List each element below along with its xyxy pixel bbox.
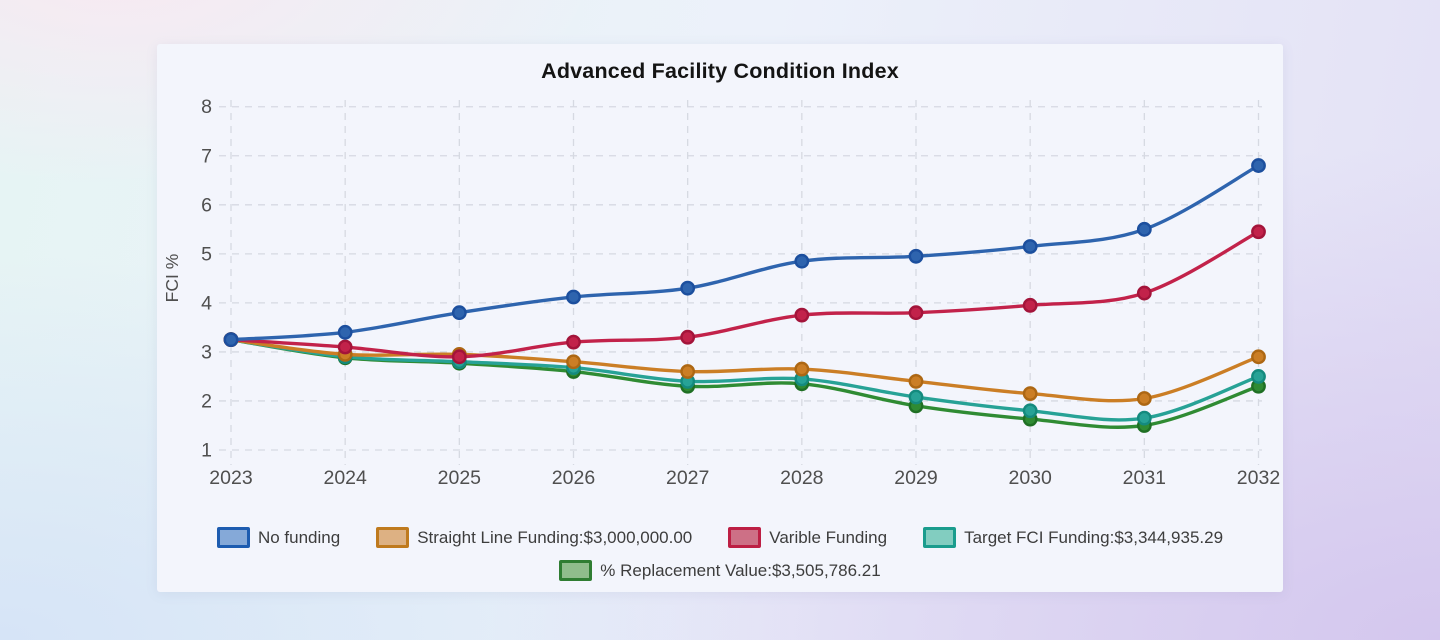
data-point[interactable] bbox=[223, 332, 239, 348]
series-line bbox=[229, 163, 1261, 342]
legend-item[interactable]: No funding bbox=[216, 527, 341, 548]
data-point[interactable] bbox=[1251, 224, 1266, 240]
data-point[interactable] bbox=[794, 253, 810, 269]
x-axis-tick-label: 2030 bbox=[1008, 467, 1052, 489]
data-point[interactable] bbox=[908, 305, 924, 321]
legend-swatch-icon bbox=[376, 527, 410, 548]
data-point[interactable] bbox=[1136, 285, 1152, 301]
y-axis-tick-label: 5 bbox=[201, 243, 212, 265]
chart-canvas[interactable]: 2023 2024 2025 2026 2027 2028 2029 2030 2031 2032… bbox=[157, 44, 1283, 592]
y-axis-tick-label: 2 bbox=[201, 390, 212, 412]
chart-card: Advanced Facility Condition Index 2023 20… bbox=[157, 44, 1283, 592]
chart-title: Advanced Facility Condition Index bbox=[541, 59, 899, 83]
y-axis-tick-label: 1 bbox=[201, 440, 212, 462]
data-point[interactable] bbox=[794, 361, 810, 377]
legend-item[interactable]: Target FCI Funding:$3,344,935.29 bbox=[923, 527, 1223, 548]
x-axis-tick-label: 2025 bbox=[438, 467, 482, 489]
legend-label: Target FCI Funding:$3,344,935.29 bbox=[964, 527, 1224, 547]
x-axis-tick-label: 2032 bbox=[1237, 467, 1280, 489]
x-axis-tick-label: 2026 bbox=[552, 467, 595, 489]
series-line bbox=[229, 337, 1261, 403]
y-axis-tick-label: 6 bbox=[201, 194, 212, 216]
y-axis-tick-label: 7 bbox=[201, 145, 212, 167]
legend-label: Varible Funding bbox=[769, 527, 888, 547]
y-axis-tick-label: 3 bbox=[201, 341, 212, 363]
legend-swatch-icon bbox=[923, 527, 957, 548]
data-point[interactable] bbox=[1251, 369, 1266, 384]
x-axis-tick-label: 2023 bbox=[209, 467, 252, 489]
legend-label: No funding bbox=[257, 527, 341, 547]
data-point[interactable] bbox=[1136, 410, 1152, 426]
data-point[interactable] bbox=[794, 307, 810, 323]
data-point[interactable] bbox=[1251, 158, 1266, 173]
y-axis-tick-label: 4 bbox=[201, 292, 212, 314]
legend-item[interactable]: Straight Line Funding:$3,000,000.00 bbox=[376, 527, 692, 548]
data-point[interactable] bbox=[566, 334, 581, 350]
data-point[interactable] bbox=[1022, 297, 1038, 313]
data-point[interactable] bbox=[337, 339, 353, 355]
x-axis-tick-label: 2029 bbox=[894, 467, 937, 489]
legend-swatch-icon bbox=[216, 527, 250, 548]
y-axis-tick-label: 8 bbox=[201, 96, 212, 118]
legend-item[interactable]: Varible Funding bbox=[728, 527, 887, 548]
data-point[interactable] bbox=[680, 329, 696, 345]
data-point[interactable] bbox=[908, 389, 924, 405]
series-line bbox=[229, 230, 1261, 359]
chart-legend: No funding Straight Line Funding:$3,000,0… bbox=[157, 527, 1283, 581]
legend-label: Straight Line Funding:$3,000,000.00 bbox=[417, 527, 693, 547]
legend-swatch-icon bbox=[728, 527, 762, 548]
y-axis-label: FCI % bbox=[162, 254, 182, 303]
data-point[interactable] bbox=[1022, 239, 1038, 254]
x-axis-tick-label: 2027 bbox=[666, 467, 709, 489]
data-point[interactable] bbox=[908, 373, 924, 389]
legend-row: No funding Straight Line Funding:$3,000,0… bbox=[216, 527, 1223, 548]
data-point[interactable] bbox=[1251, 349, 1266, 365]
legend-row: % Replacement Value:$3,505,786.21 bbox=[559, 560, 881, 581]
legend-label: % Replacement Value:$3,505,786.21 bbox=[600, 560, 881, 580]
data-point[interactable] bbox=[1022, 403, 1038, 419]
data-point[interactable] bbox=[680, 364, 696, 379]
data-point[interactable] bbox=[1022, 386, 1038, 402]
series-line bbox=[229, 337, 1261, 422]
data-point[interactable] bbox=[337, 324, 353, 340]
data-point[interactable] bbox=[1136, 391, 1152, 406]
data-point[interactable] bbox=[908, 248, 924, 264]
data-point[interactable] bbox=[1136, 221, 1152, 237]
legend-item[interactable]: % Replacement Value:$3,505,786.21 bbox=[559, 560, 881, 581]
data-point[interactable] bbox=[680, 280, 696, 296]
data-point[interactable] bbox=[451, 305, 467, 321]
data-point[interactable] bbox=[566, 354, 581, 370]
x-axis-tick-label: 2028 bbox=[780, 467, 823, 489]
x-axis-tick-label: 2031 bbox=[1123, 467, 1166, 489]
data-point[interactable] bbox=[566, 289, 581, 305]
data-point[interactable] bbox=[451, 349, 467, 365]
legend-swatch-icon bbox=[559, 560, 593, 581]
x-axis-tick-label: 2024 bbox=[323, 467, 367, 489]
